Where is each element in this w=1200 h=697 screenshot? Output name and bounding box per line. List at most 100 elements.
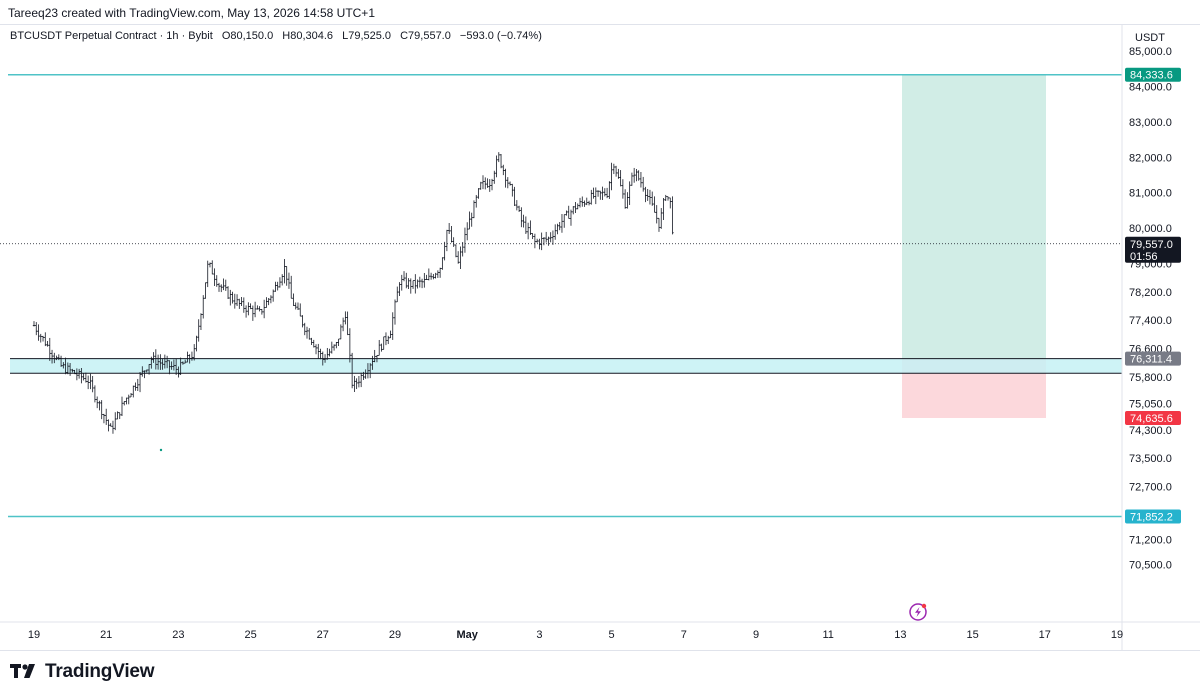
candle	[308, 328, 311, 340]
candle	[73, 369, 76, 375]
candle	[569, 209, 573, 226]
candle	[199, 313, 203, 330]
candle	[177, 366, 180, 378]
price-axis[interactable]: 85,000.0 84,000.0 83,000.0 82,000.0 81,000.0…	[1129, 46, 1172, 571]
currency-label[interactable]: USDT	[1135, 32, 1165, 44]
candle	[170, 361, 173, 370]
candle	[475, 194, 478, 208]
lower-level-tag: 71,852.2	[1125, 509, 1181, 524]
candle	[152, 352, 155, 363]
candle	[639, 172, 643, 188]
candles	[32, 152, 674, 434]
candle	[188, 354, 191, 364]
candle	[105, 408, 108, 425]
price-tick-label: 81,000.0	[1129, 188, 1172, 200]
svg-text:84,333.6: 84,333.6	[1130, 70, 1173, 82]
candle	[515, 200, 519, 211]
candle	[373, 349, 376, 363]
candle	[226, 286, 230, 300]
candle	[114, 412, 117, 431]
candle	[646, 188, 649, 201]
candle	[134, 382, 137, 391]
candle	[55, 355, 58, 361]
candle	[366, 363, 370, 379]
candle	[258, 306, 261, 312]
candle	[95, 396, 99, 409]
candle	[387, 335, 390, 345]
candle	[208, 262, 212, 268]
candle	[375, 354, 379, 363]
open-value: O80,150.0	[221, 30, 274, 42]
brand-name: TradingView	[45, 661, 155, 682]
candle	[405, 272, 408, 289]
price-tick-label: 82,000.0	[1129, 152, 1172, 164]
candle	[418, 276, 422, 288]
candle	[159, 354, 162, 370]
price-tick-label: 85,000.0	[1129, 46, 1172, 58]
countdown-label: 01:56	[1130, 251, 1158, 263]
candle	[641, 176, 645, 192]
candle	[46, 341, 49, 347]
price-tick-label: 75,800.0	[1129, 372, 1172, 384]
date-tick-label: 13	[894, 629, 906, 641]
candle	[296, 302, 300, 311]
candle	[163, 354, 167, 369]
time-axis[interactable]: 19 21 23 25 27 29 May 3 5 7 9 11 13 15 17 19	[28, 629, 1123, 641]
candle	[565, 210, 568, 216]
profit-zone[interactable]	[902, 74, 1046, 359]
candle	[522, 214, 525, 228]
candle	[222, 278, 225, 291]
candle	[466, 222, 469, 241]
candle	[583, 200, 586, 207]
date-tick-label: 17	[1039, 629, 1051, 641]
candle	[280, 274, 284, 286]
price-tick-label: 72,700.0	[1129, 482, 1172, 494]
symbol-label[interactable]: BTCUSDT Perpetual Contract · 1h · Bybit	[10, 30, 213, 42]
candle	[669, 197, 672, 209]
candle	[402, 271, 406, 282]
candle	[48, 337, 51, 361]
candle	[576, 203, 579, 210]
candle	[400, 274, 403, 291]
candle	[414, 274, 417, 294]
candle	[68, 363, 72, 376]
lightning-icon[interactable]	[909, 603, 927, 621]
candle	[535, 238, 539, 243]
tradingview-logo[interactable]: TradingView	[10, 660, 155, 684]
candle	[310, 337, 313, 346]
change-value: −593.0 (−0.74%)	[459, 30, 542, 42]
candle	[612, 163, 616, 175]
candle	[671, 196, 674, 235]
candle	[508, 181, 512, 186]
candle	[233, 293, 237, 309]
candle	[520, 207, 523, 228]
price-tick-label: 71,200.0	[1129, 535, 1172, 547]
chart-header: Tareeq23 created with TradingView.com, M…	[8, 6, 375, 20]
candle	[459, 246, 462, 270]
candle	[461, 242, 464, 257]
candle	[630, 172, 634, 186]
candle	[204, 282, 207, 299]
candle	[179, 357, 182, 376]
candle	[362, 371, 365, 380]
candle	[301, 315, 304, 328]
close-value: C79,557.0	[400, 30, 451, 42]
price-tick-label: 77,400.0	[1129, 315, 1172, 327]
candle	[511, 183, 514, 197]
candle	[506, 177, 510, 189]
candle	[632, 167, 636, 183]
candle	[330, 341, 334, 354]
candle	[445, 229, 449, 252]
svg-text:76,311.4: 76,311.4	[1130, 354, 1172, 366]
candle	[136, 378, 139, 391]
candle	[190, 351, 194, 361]
tradingview-logo-icon	[10, 664, 35, 678]
candle	[477, 188, 480, 199]
high-value: H80,304.6	[282, 30, 334, 42]
support-zone[interactable]	[10, 358, 1122, 374]
candle	[240, 296, 243, 307]
candle	[107, 419, 110, 432]
candle	[37, 324, 40, 341]
candle	[644, 186, 647, 203]
